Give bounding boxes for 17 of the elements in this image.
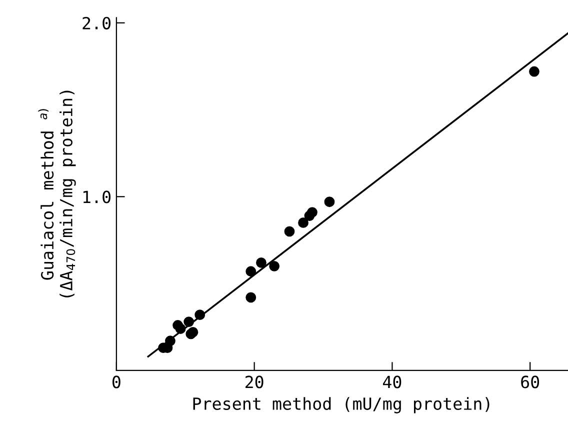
point [246, 266, 256, 277]
point [307, 207, 318, 218]
x-tick-label: 0 [112, 376, 120, 388]
point [246, 292, 256, 303]
point [298, 218, 308, 228]
x-tick-label: 60 [521, 376, 540, 388]
x-axis-title: Present method (mU/mg protein) [193, 397, 490, 414]
point [256, 257, 266, 268]
point [284, 226, 295, 237]
x-tick-label: 20 [246, 376, 264, 388]
y-tick-label: 2.0 [82, 16, 110, 30]
point [324, 196, 335, 208]
point [529, 66, 540, 77]
y-tick-label: 1.0 [83, 190, 110, 204]
point [269, 260, 280, 272]
x-tick-label: 40 [383, 376, 402, 388]
text: Guaiacol method $^{a)}$ (ΔA$_{470}$/min/mg protein) [38, 90, 76, 298]
